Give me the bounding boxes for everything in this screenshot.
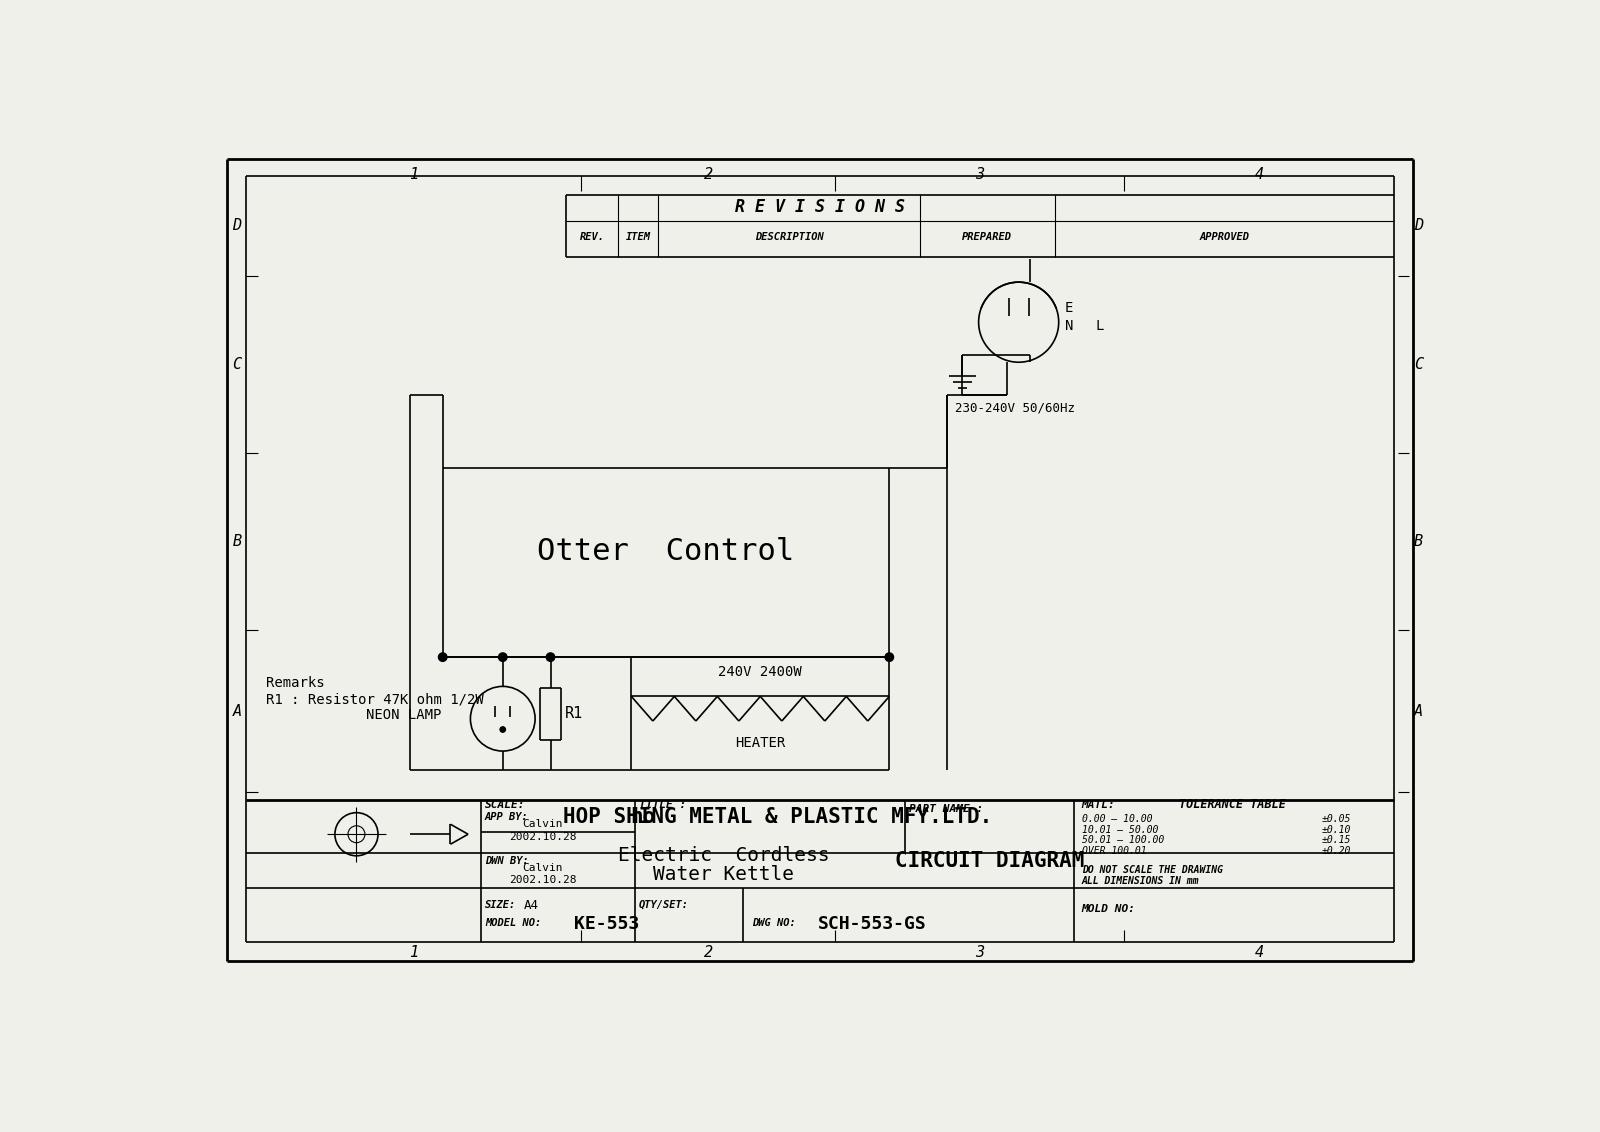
Text: 2002.10.28: 2002.10.28 <box>509 875 576 885</box>
Text: C: C <box>232 357 242 372</box>
Text: 4: 4 <box>1254 944 1264 960</box>
Text: ho: ho <box>630 806 656 826</box>
Text: 230-240V 50/60Hz: 230-240V 50/60Hz <box>955 402 1075 415</box>
Text: R1: R1 <box>565 706 582 721</box>
Text: REV.: REV. <box>579 232 605 242</box>
Text: A: A <box>232 703 242 719</box>
Text: Remarks: Remarks <box>266 676 325 689</box>
Text: Calvin: Calvin <box>523 863 563 873</box>
Circle shape <box>885 653 893 661</box>
Text: Electric  Cordless: Electric Cordless <box>618 846 829 865</box>
Text: TOLERANCE TABLE: TOLERANCE TABLE <box>1179 798 1285 812</box>
Text: PREPARED: PREPARED <box>962 232 1013 242</box>
Text: 1: 1 <box>410 166 418 182</box>
Text: APPROVED: APPROVED <box>1200 232 1250 242</box>
Text: SCALE:: SCALE: <box>485 800 525 811</box>
Text: L: L <box>1096 319 1104 333</box>
Text: Water Kettle: Water Kettle <box>653 865 794 884</box>
Text: 3: 3 <box>976 944 984 960</box>
Text: Calvin: Calvin <box>523 820 563 830</box>
Circle shape <box>499 653 507 661</box>
Text: D: D <box>232 218 242 233</box>
Text: MATL:: MATL: <box>1082 800 1115 811</box>
Text: ±0.10: ±0.10 <box>1322 824 1352 834</box>
Text: 10.01 – 50.00: 10.01 – 50.00 <box>1082 824 1158 834</box>
Text: N: N <box>1066 319 1074 333</box>
Text: CIRCUIT DIAGRAM: CIRCUIT DIAGRAM <box>894 851 1085 872</box>
Text: A: A <box>1414 703 1422 719</box>
Text: TITLE :: TITLE : <box>638 800 686 811</box>
Text: 2: 2 <box>704 944 714 960</box>
Text: DO NOT SCALE THE DRAWING: DO NOT SCALE THE DRAWING <box>1082 866 1222 875</box>
Text: 2002.10.28: 2002.10.28 <box>509 832 576 841</box>
Text: ITEM: ITEM <box>626 232 651 242</box>
Text: C: C <box>1414 357 1422 372</box>
Text: HOP SHING METAL & PLASTIC MFY.LTD.: HOP SHING METAL & PLASTIC MFY.LTD. <box>563 806 992 826</box>
Text: APP BY:: APP BY: <box>485 813 528 822</box>
Text: DESCRIPTION: DESCRIPTION <box>755 232 824 242</box>
Text: DWG NO:: DWG NO: <box>752 918 795 928</box>
Text: KE-553: KE-553 <box>574 916 638 933</box>
Circle shape <box>501 727 506 732</box>
Text: 50.01 – 100.00: 50.01 – 100.00 <box>1082 835 1165 846</box>
Text: ±0.20: ±0.20 <box>1322 847 1352 856</box>
Text: MOLD NO:: MOLD NO: <box>1082 904 1136 914</box>
Text: 0.00 – 10.00: 0.00 – 10.00 <box>1082 814 1152 824</box>
Text: R1 : Resistor 47K ohm 1/2W: R1 : Resistor 47K ohm 1/2W <box>266 693 483 706</box>
Text: NEON LAMP: NEON LAMP <box>366 708 442 722</box>
Text: A4: A4 <box>523 899 539 911</box>
Text: E: E <box>1066 301 1074 316</box>
Text: 3: 3 <box>976 166 984 182</box>
Text: OVER 100.01: OVER 100.01 <box>1082 847 1147 856</box>
Text: MODEL NO:: MODEL NO: <box>485 918 541 928</box>
Text: SCH-553-GS: SCH-553-GS <box>818 916 926 933</box>
Text: B: B <box>232 534 242 549</box>
Text: DWN BY:: DWN BY: <box>485 856 528 866</box>
Text: R E V I S I O N S: R E V I S I O N S <box>734 198 906 216</box>
Text: Otter  Control: Otter Control <box>538 537 795 566</box>
Text: ±0.05: ±0.05 <box>1322 814 1352 824</box>
Text: PART NAME :: PART NAME : <box>909 804 982 814</box>
Circle shape <box>546 653 555 661</box>
Text: B: B <box>1414 534 1422 549</box>
Text: QTY/SET:: QTY/SET: <box>638 900 690 910</box>
Text: D: D <box>1414 218 1422 233</box>
Text: 4: 4 <box>1254 166 1264 182</box>
Text: SIZE:: SIZE: <box>485 900 517 910</box>
Text: 2: 2 <box>704 166 714 182</box>
Text: 1: 1 <box>410 944 418 960</box>
Text: 240V 2400W: 240V 2400W <box>718 664 802 679</box>
Text: ±0.15: ±0.15 <box>1322 835 1352 846</box>
Circle shape <box>438 653 446 661</box>
Text: ALL DIMENSIONS IN mm: ALL DIMENSIONS IN mm <box>1082 876 1200 886</box>
Text: HEATER: HEATER <box>736 736 786 749</box>
